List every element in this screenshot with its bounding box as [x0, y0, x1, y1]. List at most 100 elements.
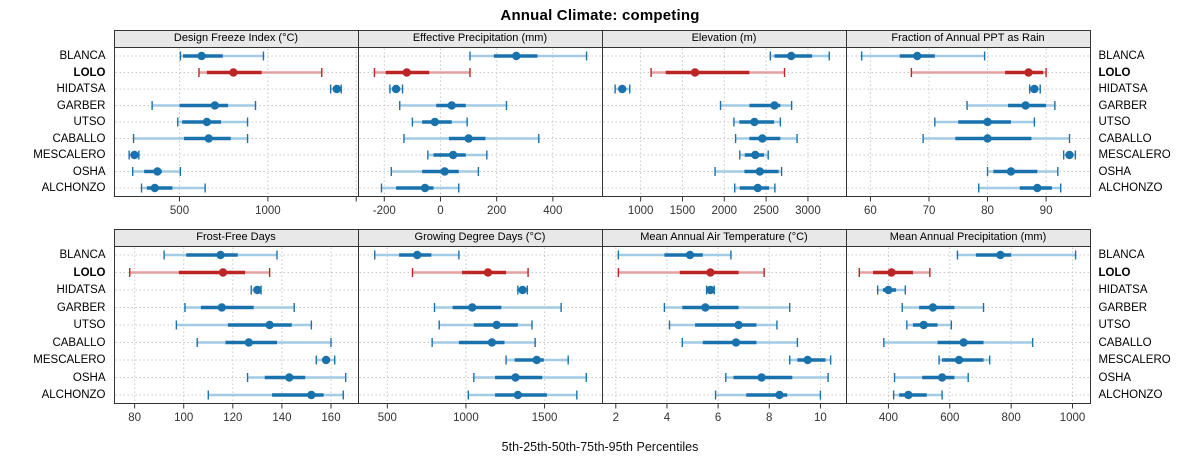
series-lolo: [128, 268, 270, 277]
median-dot: [1029, 84, 1039, 94]
series-alchonzo: [380, 183, 459, 193]
panel-strip: Elevation (m): [601, 30, 847, 47]
site-label-blanca: BLANCA: [1098, 50, 1145, 62]
series-alchonzo: [140, 183, 206, 193]
x-tick-label: 90: [1039, 205, 1052, 217]
site-label-lolo: LOLO: [1098, 66, 1131, 79]
series-blanca: [179, 51, 264, 61]
site-label-utso: UTSO: [73, 116, 106, 128]
site-label-garber: GARBER: [56, 99, 106, 112]
site-label-caballo: CABALLO: [1098, 336, 1152, 349]
median-dot: [690, 68, 699, 77]
site-label-osha: OSHA: [72, 371, 106, 384]
median-dot: [483, 268, 492, 277]
series-mescalero: [127, 150, 140, 160]
median-dot: [617, 84, 626, 94]
site-label-garber: GARBER: [1098, 301, 1148, 314]
median-dot: [391, 84, 400, 94]
median-dot: [903, 390, 913, 400]
site-labels-left-bottom: BLANCA LOLO HIDATSA GARBER UTSO CABALLO MESCAL…: [2, 229, 114, 404]
x-tick-label: 800: [1001, 412, 1020, 424]
plot-mean-annual-precipitation: 400 600 800 1000: [845, 246, 1091, 424]
median-dot: [491, 320, 501, 330]
median-dot: [412, 250, 421, 260]
median-dot: [264, 320, 274, 330]
series-osha: [131, 167, 181, 176]
median-dot: [332, 84, 341, 94]
series-blanca: [769, 51, 830, 61]
site-label-hidatsa: HIDATSA: [56, 83, 106, 95]
series-garber: [901, 303, 984, 312]
median-dot: [467, 303, 476, 312]
series-blanca: [617, 250, 732, 260]
site-label-osha: OSHA: [72, 165, 106, 178]
site-label-lolo: LOLO: [1098, 266, 1131, 279]
series-alchonzo: [467, 390, 578, 400]
series-hidatsa: [876, 285, 906, 295]
median-dot: [447, 101, 456, 110]
series-mescalero: [504, 355, 569, 365]
site-label-alchonzo: ALCHONZO: [1098, 389, 1163, 401]
site-label-blanca: BLANCA: [59, 249, 106, 261]
panel-growing-degree-days: Growing Degree Days (°C) 500 1000 1500: [357, 229, 603, 430]
site-label-alchonzo: ALCHONZO: [41, 389, 106, 401]
series-mescalero: [315, 355, 335, 365]
median-dot: [487, 338, 496, 347]
site-label-utso: UTSO: [73, 319, 106, 331]
median-dot: [511, 51, 521, 61]
site-label-garber: GARBER: [1098, 99, 1148, 112]
median-dot: [757, 134, 767, 143]
median-dot: [420, 183, 429, 193]
series-blanca: [956, 250, 1076, 260]
plot-mean-annual-air-temperature: 2 4 6 8 10: [601, 246, 847, 424]
median-dot: [215, 250, 225, 260]
site-label-utso: UTSO: [1098, 319, 1131, 331]
series-mescalero: [937, 355, 990, 365]
x-tick-label: 1000: [1059, 412, 1085, 424]
series-lolo: [649, 68, 785, 77]
median-dot: [883, 285, 893, 295]
median-dot: [756, 373, 766, 382]
series-blanca: [860, 51, 985, 61]
plot-elevation: 1000 1500 2000 2500 3000: [601, 47, 847, 217]
median-dot: [705, 285, 715, 295]
x-tick-label: 80: [128, 412, 141, 424]
site-label-utso: UTSO: [1098, 116, 1131, 128]
x-tick-label: 4: [663, 412, 670, 424]
panel-strip: Fraction of Annual PPT as Rain: [845, 30, 1091, 47]
median-dot: [244, 338, 253, 347]
median-dot: [210, 101, 219, 110]
site-label-hidatsa: HIDATSA: [1098, 284, 1148, 296]
series-caballo: [734, 134, 798, 143]
site-label-mescalero: MESCALERO: [1098, 149, 1171, 161]
panel-strip: Effective Precipitation (mm): [357, 30, 603, 47]
median-dot: [954, 355, 963, 365]
median-dot: [700, 303, 710, 312]
series-lolo: [617, 268, 765, 277]
panel-mean-annual-precipitation: Mean Annual Precipitation (mm) 400 600 800…: [845, 229, 1091, 430]
x-tick-label: 100: [174, 412, 193, 424]
series-mescalero: [738, 150, 769, 160]
percentile-caption: 5th-25th-50th-75th-95th Percentiles: [501, 440, 699, 454]
site-label-caballo: CABALLO: [52, 336, 106, 349]
panel-strip: Mean Annual Air Temperature (°C): [601, 229, 847, 246]
plot-frost-free-days: 80 100 120 140 160: [113, 246, 359, 424]
x-tick-label: 160: [321, 412, 340, 424]
series-mescalero: [788, 355, 831, 365]
series-alchonzo: [714, 390, 821, 400]
site-label-alchonzo: ALCHONZO: [1098, 182, 1163, 194]
median-dot: [750, 150, 759, 160]
median-dot: [995, 250, 1005, 260]
x-tick-label: 80: [981, 205, 994, 217]
panel-strip: Growing Degree Days (°C): [357, 229, 603, 246]
panel-strip: Design Freeze Index (°C): [113, 30, 359, 47]
series-utso: [933, 117, 1035, 127]
panel-design-freeze-index: Design Freeze Index (°C) 500 1000: [113, 30, 359, 223]
series-osha: [713, 167, 782, 176]
site-label-blanca: BLANCA: [59, 50, 106, 62]
median-dot: [217, 303, 226, 312]
x-tick-label: 120: [223, 412, 242, 424]
x-tick-label: 1500: [669, 205, 695, 217]
series-garber: [719, 101, 792, 110]
trellis-row-top: BLANCA LOLO HIDATSA GARBER UTSO CABALLO MESCAL…: [0, 30, 1200, 223]
